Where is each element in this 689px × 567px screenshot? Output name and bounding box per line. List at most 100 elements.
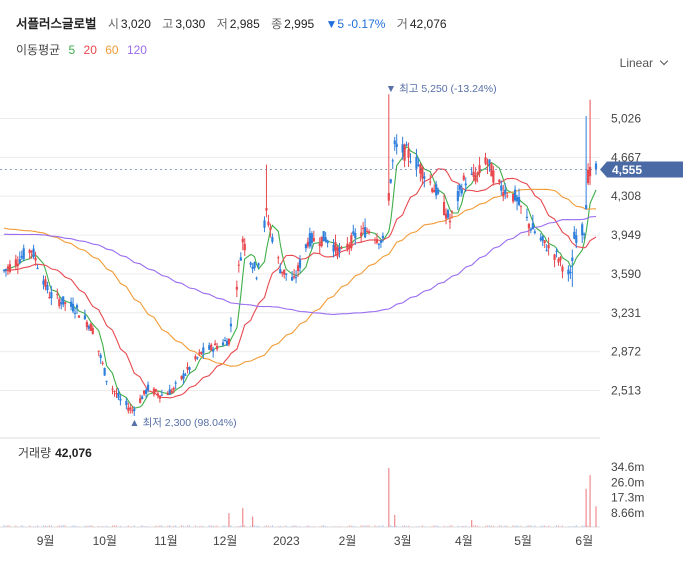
candle — [267, 221, 270, 226]
candle — [525, 216, 529, 218]
candle — [32, 248, 35, 258]
candle — [46, 285, 49, 291]
candle — [281, 271, 284, 274]
volume-tick-label: 17.3m — [611, 491, 644, 505]
volume-tick-label: 26.0m — [611, 476, 644, 490]
candle — [200, 351, 203, 355]
candle — [133, 408, 136, 412]
candles — [2, 94, 598, 417]
candle — [504, 189, 507, 194]
candle — [391, 160, 394, 162]
candle — [196, 357, 199, 359]
candle — [433, 190, 436, 193]
close-value: 2,995 — [284, 17, 315, 31]
candle — [476, 172, 479, 175]
candle — [129, 407, 132, 410]
candle — [326, 240, 329, 244]
candle — [448, 220, 452, 223]
candle — [60, 302, 63, 305]
candle — [296, 265, 300, 271]
candle — [69, 301, 73, 307]
candle — [513, 189, 517, 201]
scale-dropdown[interactable]: Linear — [620, 56, 669, 70]
candle — [517, 197, 521, 206]
candle — [105, 380, 108, 382]
price-tick-label: 3,231 — [611, 306, 641, 320]
candle — [460, 189, 463, 194]
candle — [186, 366, 189, 370]
candle — [298, 259, 302, 268]
candle — [512, 194, 515, 202]
candle — [423, 176, 426, 179]
ma-20-line — [3, 168, 597, 399]
volume-panel-title: 거래량 42,076 — [18, 444, 92, 461]
candle — [117, 393, 120, 398]
candle — [581, 224, 584, 236]
candle — [488, 159, 491, 164]
candle — [490, 163, 493, 177]
candle — [486, 163, 489, 165]
candle — [225, 341, 229, 346]
candle — [257, 263, 260, 266]
candle — [235, 286, 238, 290]
volume-bars — [3, 468, 597, 527]
x-axis-label: 6월 — [575, 534, 593, 548]
candle — [85, 321, 88, 328]
candle — [291, 276, 294, 281]
candle — [395, 143, 398, 148]
candle — [352, 231, 355, 235]
candle — [389, 179, 392, 183]
candle — [377, 243, 381, 245]
ma-20-label: 20 — [83, 43, 97, 57]
candle — [216, 345, 219, 350]
price-tick-label: 3,949 — [611, 228, 641, 242]
candle — [567, 269, 570, 275]
ma-legend[interactable]: 이동평균 5 20 60 120 — [16, 41, 152, 58]
x-axis-label: 11월 — [154, 534, 178, 548]
candle — [502, 192, 505, 197]
candle — [146, 384, 150, 391]
current-price-label: 4,555 — [612, 163, 642, 177]
candle — [322, 231, 325, 242]
candle — [541, 236, 544, 241]
price-tick-label: 2,513 — [611, 384, 641, 398]
candle — [350, 235, 353, 249]
candle — [375, 239, 379, 243]
candle — [97, 350, 100, 352]
candle — [279, 269, 282, 274]
ma-legend-label: 이동평균 — [16, 43, 61, 57]
candle — [202, 347, 205, 354]
candle — [332, 244, 335, 252]
candle — [103, 367, 106, 376]
candle — [588, 166, 592, 177]
candle — [221, 342, 225, 346]
open-value: 3,020 — [120, 17, 151, 31]
candle — [450, 211, 454, 213]
candle — [283, 269, 286, 275]
candle — [334, 242, 337, 251]
candle — [166, 393, 169, 396]
candle — [437, 189, 440, 194]
candle — [407, 149, 410, 158]
candle — [340, 247, 343, 249]
candle — [478, 165, 481, 174]
candle — [373, 239, 377, 241]
candle — [387, 193, 390, 201]
price-tick-label: 4,667 — [611, 150, 641, 164]
candle — [393, 140, 396, 144]
volume-tick-label: 34.6m — [611, 460, 644, 474]
x-axis-label: 2023 — [273, 534, 300, 548]
candle — [77, 315, 81, 318]
candle — [214, 343, 217, 346]
candle — [444, 213, 448, 219]
candle — [308, 233, 311, 247]
candle — [154, 389, 158, 392]
candle — [346, 243, 349, 249]
candle — [89, 323, 92, 331]
candle — [312, 237, 315, 242]
volume-tick-label: 8.66m — [611, 506, 644, 520]
low-label: 저 — [216, 17, 228, 31]
candle — [462, 175, 465, 180]
volume-panel-value: 42,076 — [55, 446, 92, 460]
